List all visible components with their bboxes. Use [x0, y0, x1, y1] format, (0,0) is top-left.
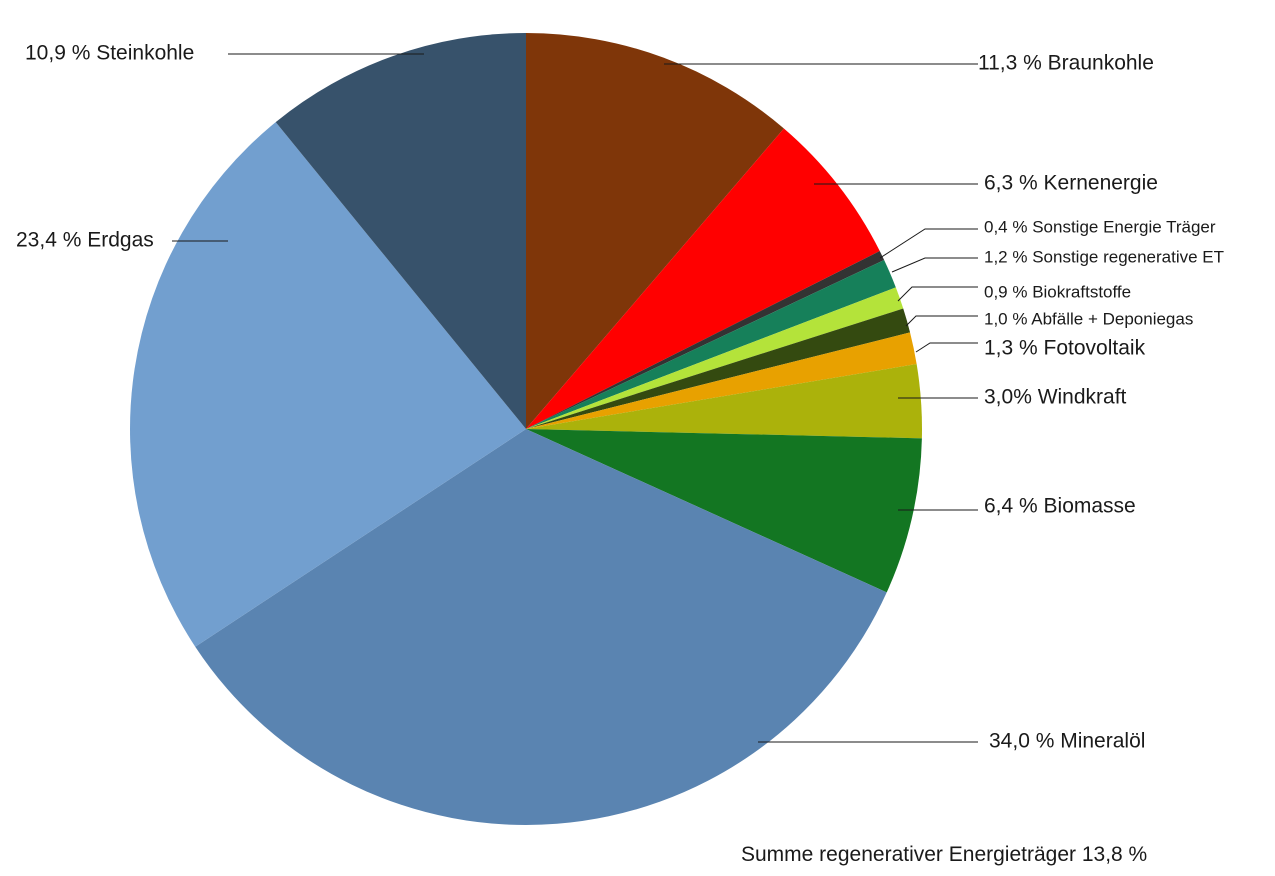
- pie-slice-2: [526, 128, 880, 429]
- slice-labels: 11,3 % Braunkohle 6,3 % Kernenergie 0,4 % …: [16, 42, 1224, 753]
- leader-line-7: [915, 342, 978, 353]
- pie-slice-12: [275, 33, 526, 429]
- leader-line-6: [905, 315, 978, 327]
- slice-label-1: 11,3 % Braunkohle: [978, 52, 1154, 75]
- leader-lines: [172, 53, 978, 743]
- chart-annotation: Summe regenerativer Energieträger 13,8 %: [741, 843, 1147, 866]
- slice-label-2: 6,3 % Kernenergie: [984, 172, 1158, 195]
- pie-slice-9: [526, 429, 922, 593]
- slice-label-3: 0,4 % Sonstige Energie Träger: [984, 217, 1216, 236]
- pie-slices: [130, 33, 922, 825]
- leader-line-4: [891, 257, 978, 273]
- slice-label-6: 1,0 % Abfälle + Deponiegas: [984, 309, 1193, 328]
- pie-slice-10: [195, 429, 887, 825]
- slice-label-5: 0,9 % Biokraftstoffe: [984, 282, 1131, 301]
- leader-line-5: [897, 286, 978, 302]
- pie-slice-8: [526, 364, 922, 439]
- slice-label-10: 34,0 % Mineralöl: [989, 730, 1145, 753]
- pie-slice-6: [526, 308, 911, 429]
- leader-line-3: [879, 228, 978, 259]
- slice-label-7: 1,3 % Fotovoltaik: [984, 337, 1146, 360]
- slice-label-4: 1,2 % Sonstige regenerative ET: [984, 247, 1224, 266]
- pie-slice-3: [526, 251, 885, 429]
- slice-label-11: 23,4 % Erdgas: [16, 229, 154, 252]
- pie-slice-7: [526, 332, 917, 429]
- slice-label-9: 6,4 % Biomasse: [984, 495, 1136, 518]
- pie-slice-5: [526, 287, 904, 429]
- pie-slice-1: [526, 33, 784, 429]
- slice-label-8: 3,0% Windkraft: [984, 386, 1127, 409]
- pie-slice-4: [526, 259, 896, 429]
- slice-label-12: 10,9 % Steinkohle: [25, 42, 194, 65]
- pie-slice-11: [130, 122, 526, 647]
